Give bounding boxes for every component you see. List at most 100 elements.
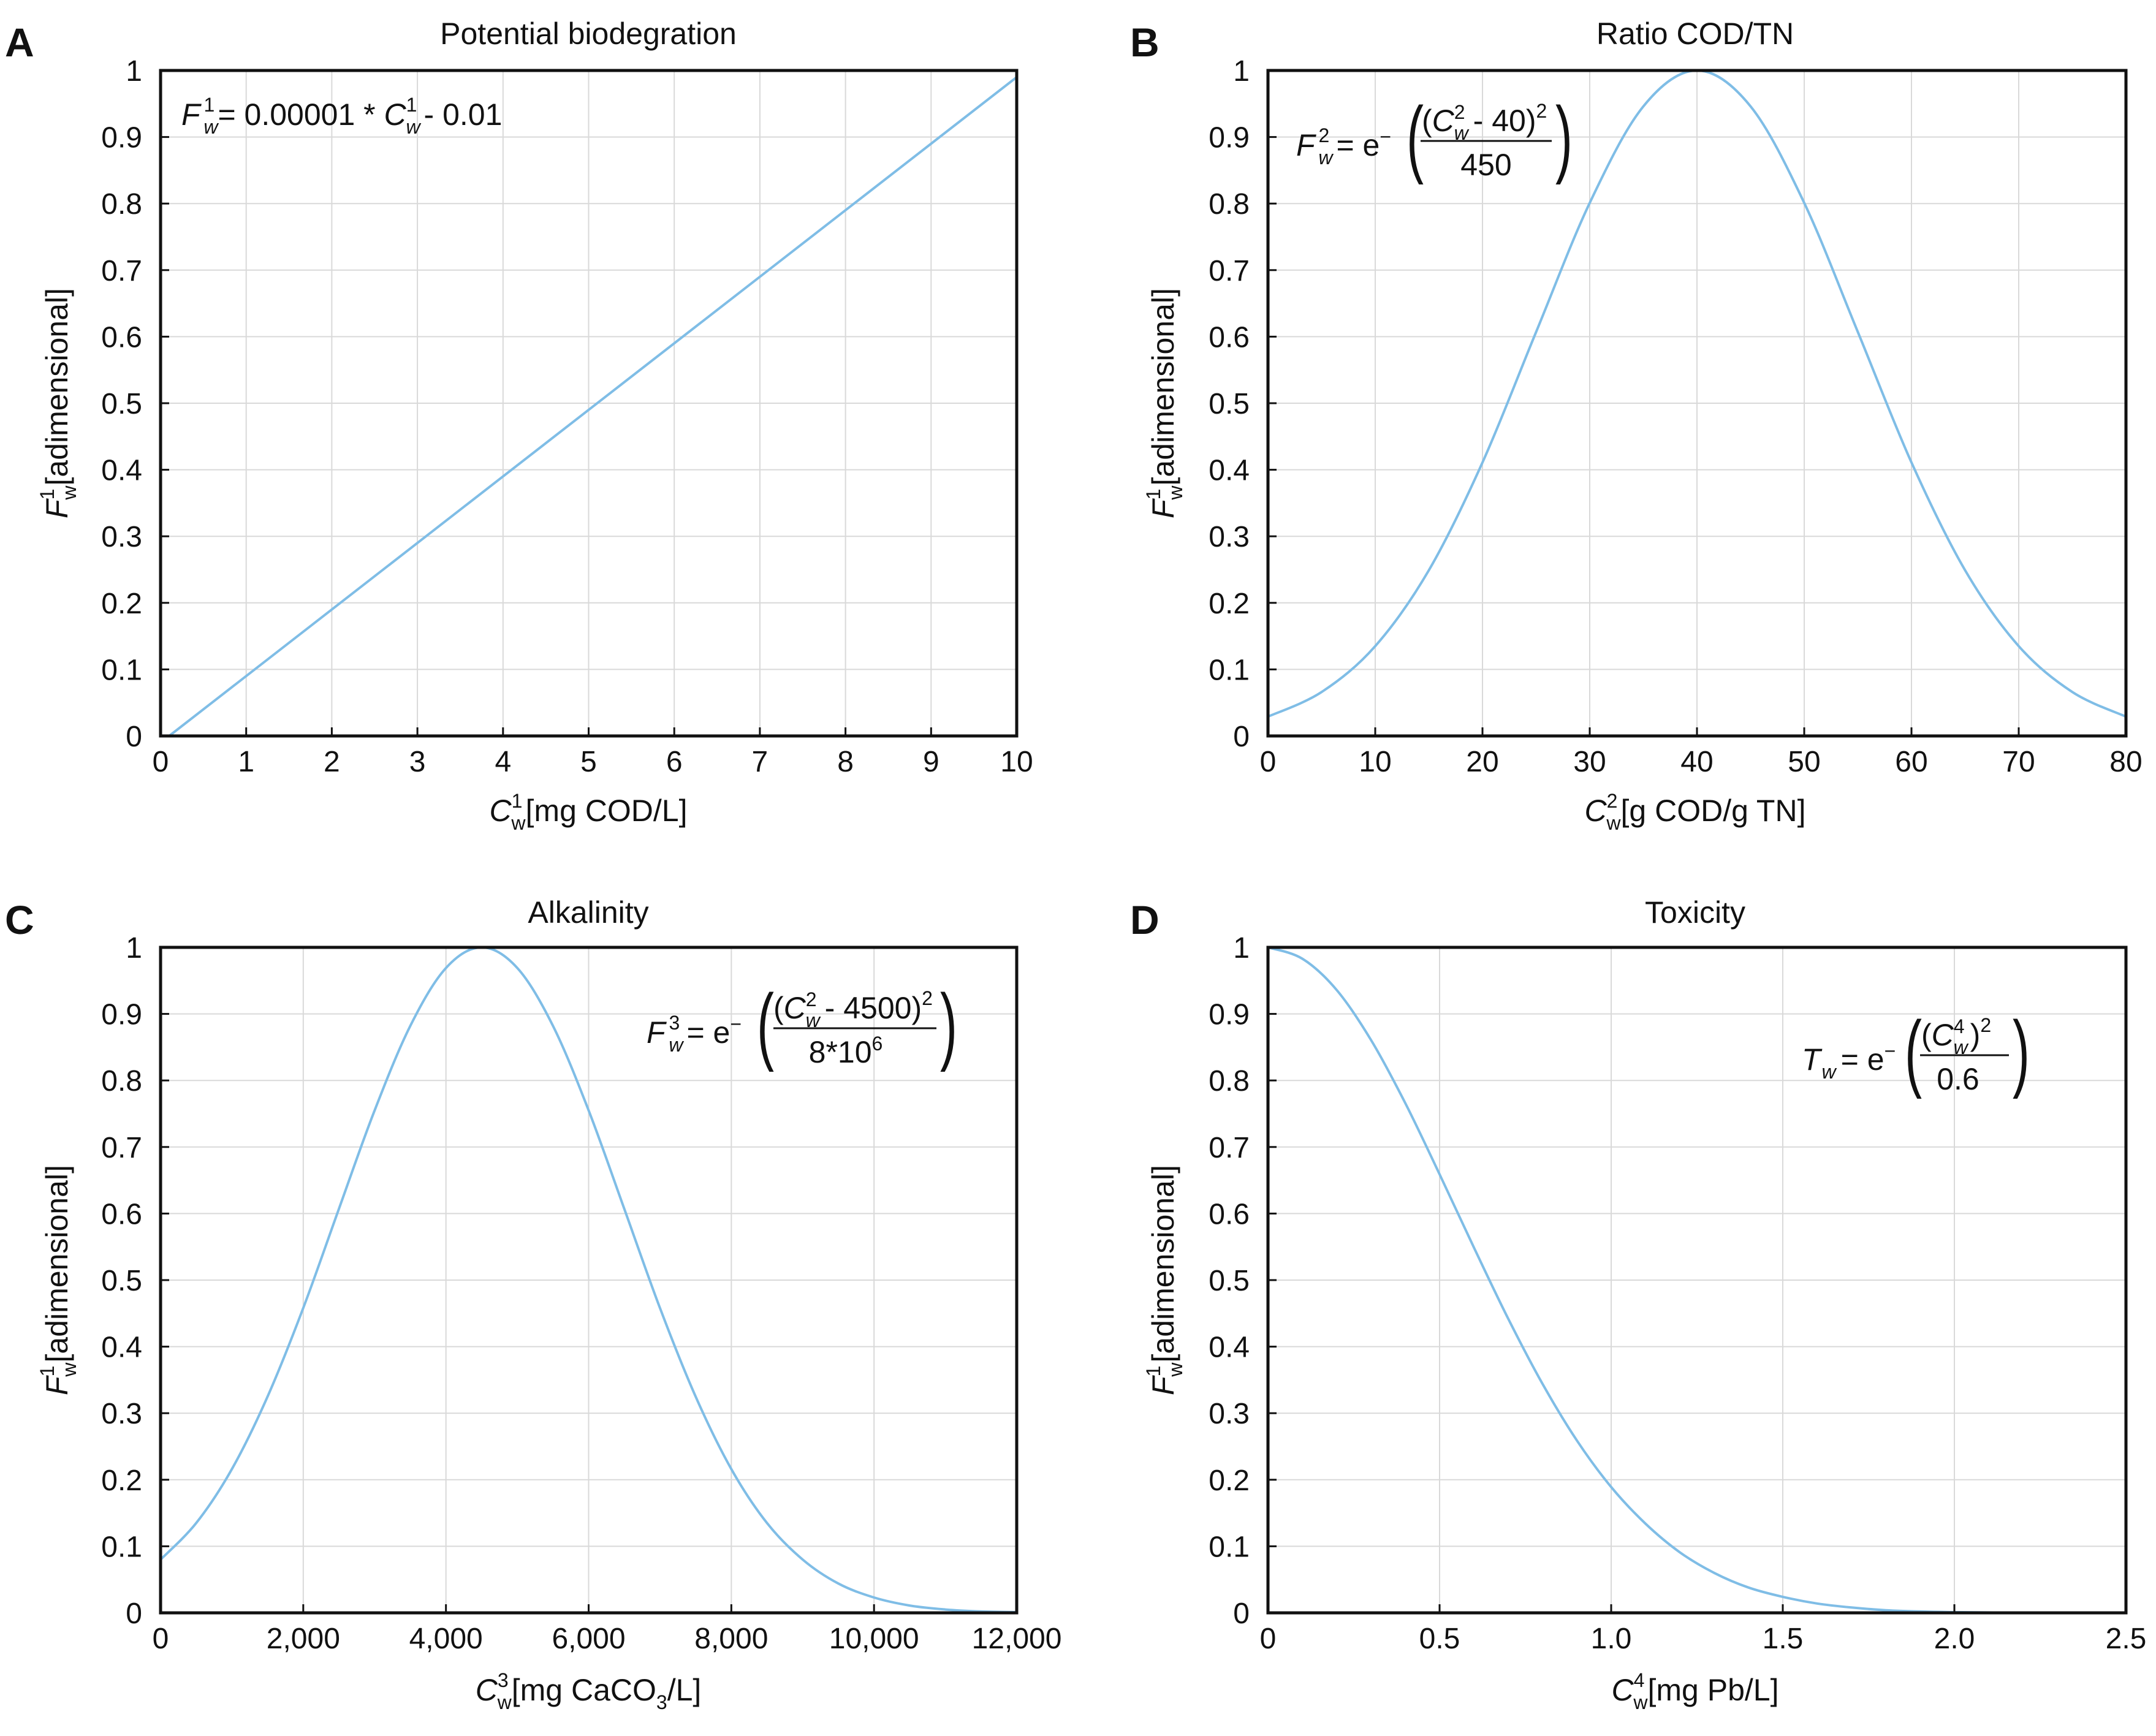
y-tick-label: 0.1 [101, 654, 142, 686]
svg-text:0.6: 0.6 [1937, 1062, 1979, 1096]
series-line [168, 76, 1018, 737]
panel-label-d: D [1130, 897, 1160, 942]
gridlines [160, 947, 1017, 1613]
axis-ticks: 0 1 2 3 4 5 6 7 8 9 10 0 0.1 0.2 0.3 0.4 0.5 0.6 0.7 0.8 0.9… [101, 55, 1033, 778]
x-tick-label: 6 [666, 746, 683, 778]
y-tick-label: 0.7 [1209, 1132, 1250, 1164]
y-tick-label: 0.7 [1209, 255, 1250, 287]
x-tick-label: 2.0 [1934, 1623, 1975, 1655]
y-tick-label: 1 [126, 932, 142, 965]
x-axis-label: C1 w[mg COD/L] [490, 790, 688, 834]
svg-text:(: ( [1406, 89, 1424, 185]
panel-d: D Toxicity 0 0.5 1.0 1.5 2.0 2.5 0 0.1 0.2 0.3 0.4… [1130, 895, 2146, 1713]
y-tick-label: 0 [1233, 721, 1250, 753]
equation: Tw = e− ( (C4 w)2 0.6 ) [1802, 1004, 2030, 1099]
y-tick-label: 0.9 [101, 122, 142, 154]
y-tick-label: 0.2 [1209, 1465, 1250, 1497]
x-tick-label: 0 [153, 1623, 169, 1655]
x-tick-label: 8 [837, 746, 854, 778]
svg-text:(C4w)2: (C4 w)2 [1921, 1014, 1991, 1058]
y-tick-label: 0.1 [1209, 654, 1250, 686]
y-tick-label: 0.3 [1209, 521, 1250, 553]
series-curve [168, 76, 1018, 737]
chart-title: Alkalinity [528, 895, 648, 930]
x-axis-label: C4 w[mg Pb/L] [1611, 1669, 1778, 1713]
y-axis-label: F1w[adimensional] [36, 288, 80, 518]
panel-label-a: A [5, 20, 34, 65]
panel-b: B Ratio COD/TN 0 10 20 30 40 50 60 70 8000.10.20… [1130, 17, 2143, 834]
y-axis-label: F1w[adimensional] [1142, 1165, 1186, 1395]
x-tick-label: 40 [1680, 746, 1713, 778]
panel-label-c: C [5, 897, 34, 942]
x-tick-label: 4,000 [409, 1623, 483, 1655]
x-tick-label: 80 [2109, 746, 2142, 778]
y-tick-label: 0.3 [101, 521, 142, 553]
y-tick-label: 0.8 [101, 1065, 142, 1097]
svg-text:450: 450 [1460, 148, 1511, 182]
y-tick-label: 0.9 [101, 999, 142, 1031]
x-tick-label: 1.5 [1763, 1623, 1804, 1655]
x-tick-label: 30 [1573, 746, 1606, 778]
y-tick-label: 0.5 [1209, 388, 1250, 420]
x-axis-label: C2 w[g COD/g TN] [1585, 790, 1806, 834]
x-tick-label: 3 [409, 746, 426, 778]
x-tick-label: 7 [752, 746, 769, 778]
y-axis-label: F1w[adimensional] [36, 1165, 80, 1395]
series-line [159, 946, 1017, 1613]
y-tick-label: 0.1 [1209, 1531, 1250, 1563]
series-curve [1267, 946, 2127, 1615]
y-tick-label: 0.4 [1209, 455, 1250, 487]
chart-title: Potential biodegration [440, 17, 737, 51]
y-axis-label: F1w[adimensional] [1142, 288, 1186, 518]
x-tick-label: 9 [923, 746, 939, 778]
y-tick-label: 0.9 [1209, 999, 1250, 1031]
series-line [1267, 946, 2127, 1615]
y-tick-label: 0.4 [101, 455, 142, 487]
gridlines [1267, 947, 2127, 1613]
axis-ticks: 0 2,000 4,000 6,000 8,000 10,000 12,000 0 0.1 0.2… [101, 932, 1061, 1655]
svg-text:(: ( [1905, 1004, 1922, 1099]
x-tick-label: 10 [1000, 746, 1033, 778]
y-tick-label: 0.2 [101, 1465, 142, 1497]
svg-text:(C2w- 4500)2: (C2 w - 4500)2 [773, 987, 933, 1031]
x-tick-label: 6,000 [552, 1623, 625, 1655]
panel-a: A Potential biodegration 0 1 2 3 4 5 6 7 8 9 10 0 0.… [5, 17, 1033, 834]
y-tick-label: 0.9 [1209, 122, 1250, 154]
x-axis-label: C3 w[mg CaCO3/L] [476, 1669, 702, 1713]
svg-text:): ) [940, 977, 957, 1072]
x-tick-label: 12,000 [972, 1623, 1062, 1655]
x-tick-label: 1 [238, 746, 254, 778]
x-tick-label: 1.0 [1591, 1623, 1632, 1655]
x-tick-label: 70 [2002, 746, 2035, 778]
y-tick-label: 0.3 [1209, 1398, 1250, 1430]
y-tick-label: 0 [126, 1598, 142, 1630]
x-tick-label: 2,000 [267, 1623, 340, 1655]
axis-ticks: 0 0.5 1.0 1.5 2.0 2.5 0 0.1 0.2 0.3 0.4 0.5 0.6 0.7 0.… [1209, 932, 2146, 1655]
y-tick-label: 1 [1233, 932, 1250, 965]
y-tick-label: 0 [1233, 1598, 1250, 1630]
y-tick-label: 0.6 [101, 321, 142, 354]
svg-text:F3w= e−: F 3 w = e− [647, 1012, 742, 1056]
series-curve [159, 946, 1017, 1613]
y-tick-label: 0.1 [101, 1531, 142, 1563]
y-tick-label: 1 [1233, 55, 1250, 88]
y-tick-label: 0 [126, 721, 142, 753]
svg-text:(C2w- 40)2: (C2 w - 40)2 [1422, 100, 1547, 144]
svg-text:F2w= e−: F 2 w = e− [1296, 124, 1391, 169]
y-tick-label: 0.2 [101, 588, 142, 620]
gridlines [1267, 70, 2127, 737]
y-tick-label: 0.6 [1209, 321, 1250, 354]
y-tick-label: 0.2 [1209, 588, 1250, 620]
y-tick-label: 0.6 [1209, 1198, 1250, 1230]
y-tick-label: 0.8 [1209, 188, 1250, 221]
y-tick-label: 0.5 [1209, 1265, 1250, 1297]
axis-ticks: 0 10 20 30 40 50 60 70 80 0 0.1 0.2 0.3 0.4 0.5 0.6 0.7 0… [1209, 55, 2142, 778]
x-tick-label: 50 [1788, 746, 1820, 778]
y-tick-label: 0.7 [101, 1132, 142, 1164]
equation: F 3 w = e− ( (C2 w - 4500)2 8*106 ) [647, 977, 957, 1072]
x-tick-label: 0 [153, 746, 169, 778]
x-tick-label: 0.5 [1419, 1623, 1460, 1655]
svg-text:(: ( [757, 977, 774, 1072]
y-tick-label: 0.6 [101, 1198, 142, 1230]
